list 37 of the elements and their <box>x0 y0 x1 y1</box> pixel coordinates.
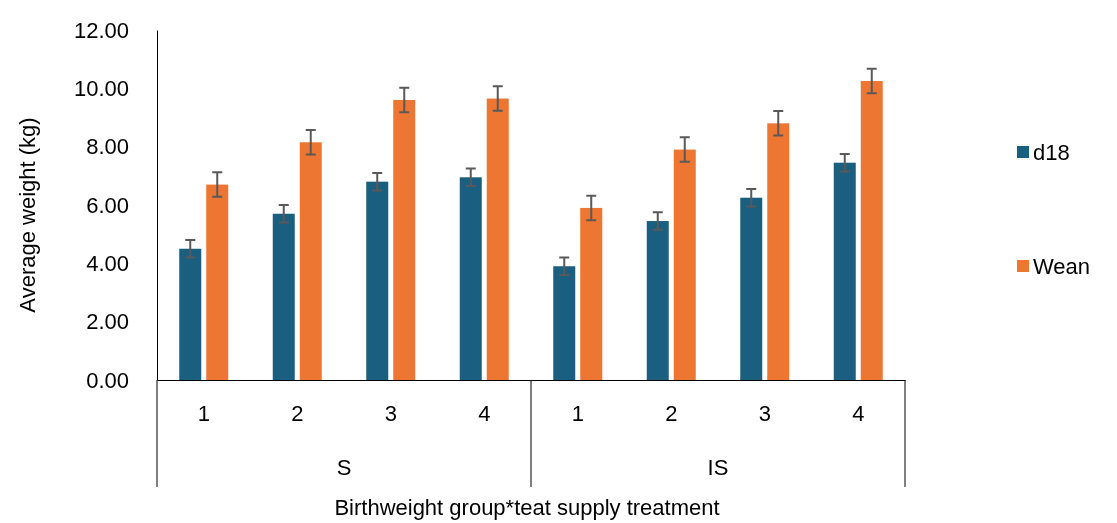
y-tick-label: 8.00 <box>86 134 129 160</box>
bar <box>272 213 295 380</box>
y-tick-label: 12.00 <box>73 17 129 43</box>
bar <box>860 81 883 380</box>
bar <box>393 100 416 380</box>
bar <box>740 197 763 380</box>
bar <box>206 184 229 380</box>
bar <box>767 123 790 380</box>
text: S <box>336 455 352 480</box>
y-tick-label: 0.00 <box>86 367 129 393</box>
bar <box>299 142 322 380</box>
y-tick-label: 2.00 <box>86 309 129 335</box>
x-tick-label: 3 <box>758 400 771 426</box>
text: IS <box>707 455 729 480</box>
bar <box>179 248 202 380</box>
bar <box>486 98 509 380</box>
bar <box>459 177 482 380</box>
bar <box>646 221 669 380</box>
y-tick-label: 6.00 <box>86 192 129 218</box>
x-tick-label: 2 <box>291 400 304 426</box>
bar <box>553 266 576 380</box>
x-tick-label: 1 <box>571 400 584 426</box>
y-tick-label: 4.00 <box>86 250 129 276</box>
bar <box>366 181 389 380</box>
y-axis-title: Average weight (kg) <box>15 117 40 313</box>
y-tick-label: 10.00 <box>73 75 129 101</box>
x-tick-label: 3 <box>384 400 397 426</box>
x-tick-label: 2 <box>665 400 678 426</box>
legend-label: Wean <box>1033 254 1091 279</box>
bar <box>673 149 696 380</box>
legend-label: d18 <box>1033 140 1070 165</box>
x-axis-title: Birthweight group*teat supply treatment <box>334 495 720 520</box>
bar <box>580 207 603 380</box>
bar <box>833 162 856 380</box>
x-tick-label: 4 <box>852 400 865 426</box>
x-tick-label: 4 <box>478 400 491 426</box>
x-tick-label: 1 <box>197 400 210 426</box>
